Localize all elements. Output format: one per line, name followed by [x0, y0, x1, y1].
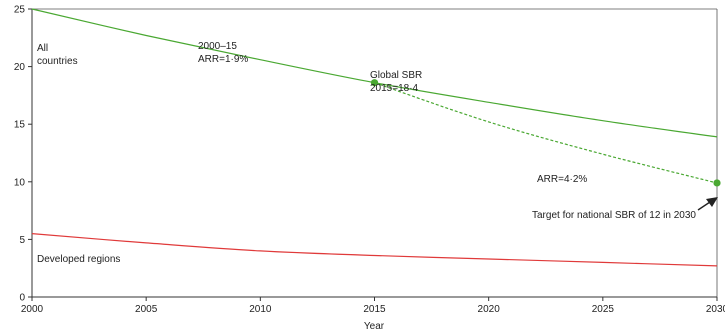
annotation-line: ARR=1·9%: [198, 54, 248, 65]
x-axis-title: Year: [364, 321, 385, 331]
series-label-developed-regions: Developed regions: [37, 254, 120, 265]
y-tick-label: 5: [19, 235, 25, 246]
data-point: [713, 179, 721, 187]
x-tick-label: 2015: [363, 304, 386, 315]
y-axis: 0 5 10 15 20 25: [14, 5, 33, 304]
plot-frame: [32, 8, 718, 297]
series-line-developed-regions: [31, 233, 718, 267]
points-layer: [370, 79, 721, 187]
annotation-arr-2000-15: 2000–15 ARR=1·9%: [198, 41, 248, 65]
annotation-target: Target for national SBR of 12 in 2030: [532, 210, 696, 221]
series-label-all-countries: All countries: [37, 43, 78, 67]
annotation-arr-target: ARR=4·2%: [537, 174, 587, 185]
y-tick-label: 20: [14, 62, 26, 73]
y-tick-label: 10: [14, 177, 26, 188]
series-layer: [31, 8, 718, 267]
y-tick-label: 15: [14, 120, 26, 131]
x-axis: 2000 2005 2010 2015 2020 2025 2030: [21, 296, 725, 315]
series-label-line: All: [37, 43, 48, 54]
x-tick-label: 2025: [592, 304, 615, 315]
series-label-line: countries: [37, 56, 78, 67]
series-line-target-trajectory: [374, 82, 718, 184]
annotation-line: Global SBR: [370, 70, 422, 81]
y-tick-label: 25: [14, 5, 26, 16]
target-arrow: [697, 197, 718, 211]
target-arrow-head: [706, 197, 718, 207]
x-tick-label: 2020: [478, 304, 501, 315]
x-tick-label: 2030: [706, 304, 725, 315]
data-point: [370, 79, 379, 87]
annotation-global-sbr: Global SBR 2015=18·4: [370, 70, 425, 94]
annotation-line: 2000–15: [198, 41, 237, 52]
y-tick-label: 0: [19, 293, 25, 304]
x-tick-label: 2005: [135, 304, 158, 315]
annotation-line: 2015=18·4: [370, 83, 419, 94]
x-tick-label: 2010: [249, 304, 272, 315]
x-tick-label: 2000: [21, 304, 44, 315]
